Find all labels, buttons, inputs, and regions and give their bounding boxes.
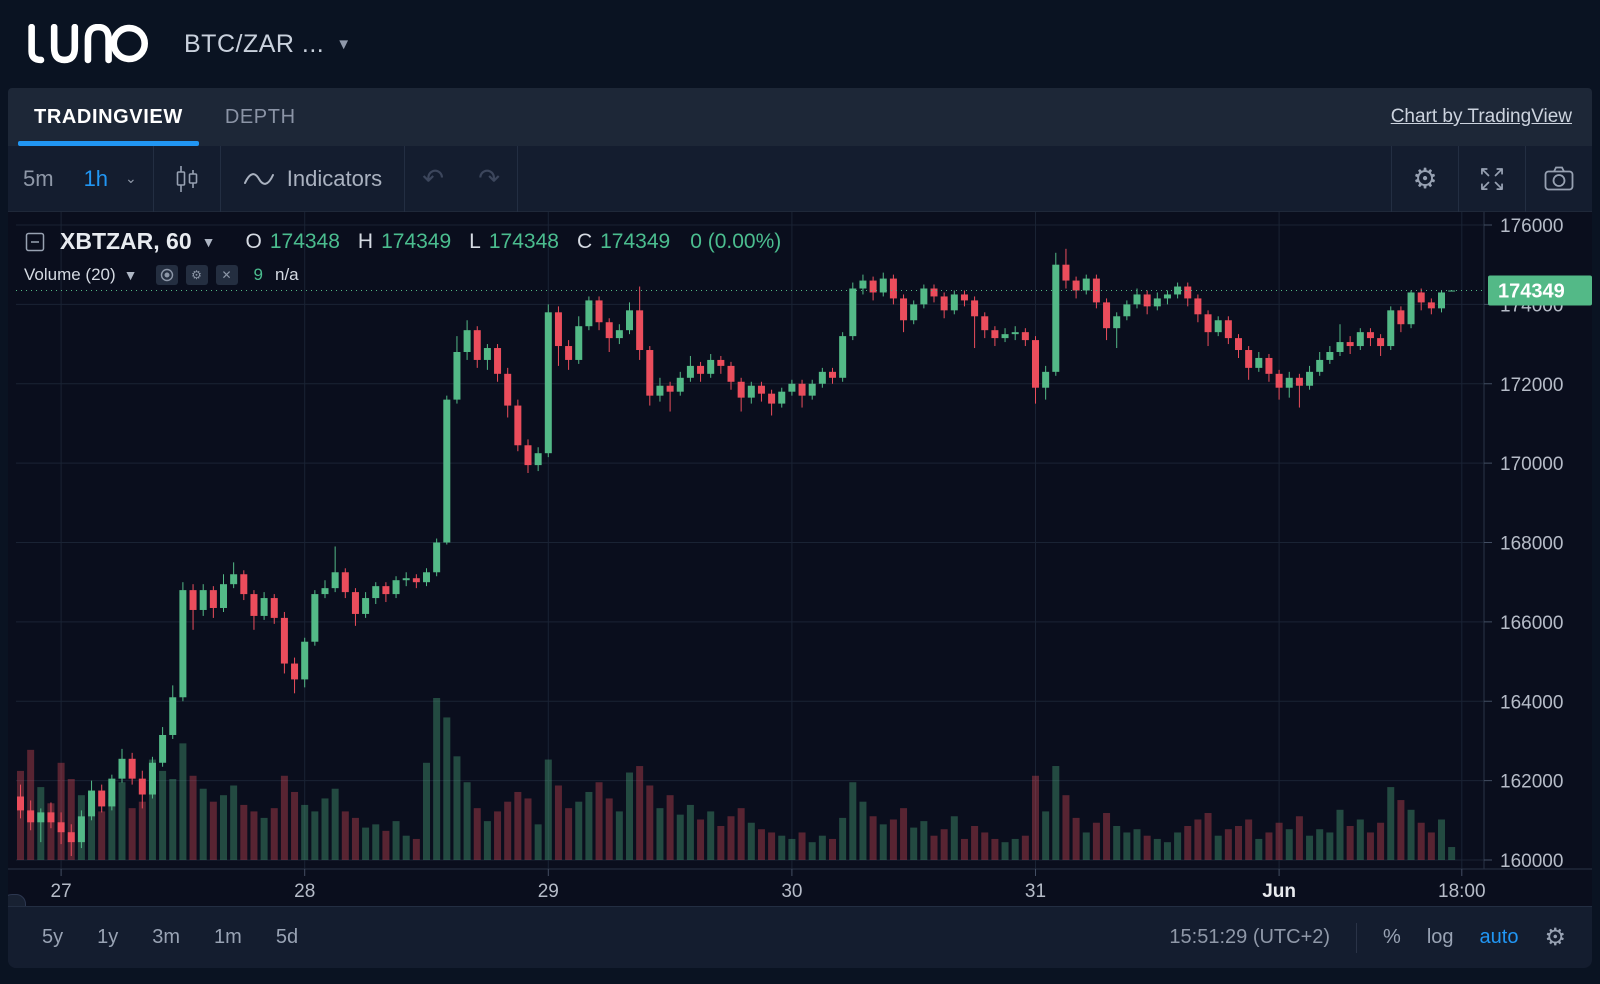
svg-text:160000: 160000 [1500,851,1563,872]
ohlc-readout: O 174348 H 174349 L 174348 C 174349 0 (0… [236,230,782,254]
interval-1h-button[interactable]: 1h [83,165,109,191]
app-header: BTC/ZAR ... ▼ [0,0,1600,88]
toolbar-divider [1458,145,1459,212]
chart-area: 176000 174000 172000 170000 168000 166000 1640… [8,212,1592,968]
tab-bar: TRADINGVIEW DEPTH Chart by TradingView [8,88,1592,146]
range-5d-button[interactable]: 5d [275,926,299,948]
toolbar-divider [152,145,154,212]
toolbar-divider [219,145,221,212]
indicators-button[interactable]: Indicators [221,146,404,212]
svg-text:172000: 172000 [1500,375,1563,396]
bottom-bar-divider [1356,922,1358,953]
low-label: L [469,229,481,253]
svg-text:31: 31 [1025,881,1046,902]
toolbar-divider [517,145,519,212]
auto-scale-button[interactable]: auto [1479,926,1519,948]
svg-text:170000: 170000 [1500,454,1563,475]
tab-tradingview[interactable]: TRADINGVIEW [18,88,199,146]
chevron-down-icon: ▼ [336,35,352,53]
volume-legend-row: Volume (20) ▼ ⚙ ✕ 9 n/a [24,265,781,285]
pair-label: BTC/ZAR ... [184,29,325,58]
range-5y-button[interactable]: 5y [42,926,64,948]
chart-bottom-bar: 5y 1y 3m 1m 5d 15:51:29 (UTC+2) % log au… [8,906,1592,968]
toolbar-divider [1525,145,1526,212]
bottom-right-group: 15:51:29 (UTC+2) % log auto ⚙ [1169,922,1566,953]
open-label: O [245,229,262,253]
chart-panel: TRADINGVIEW DEPTH Chart by TradingView 5… [8,88,1592,968]
svg-text:28: 28 [294,881,315,902]
svg-text:Jun: Jun [1262,881,1296,902]
fullscreen-button[interactable] [1459,146,1525,212]
range-selector: 5y 1y 3m 1m 5d [42,926,298,949]
pair-selector[interactable]: BTC/ZAR ... ▼ [184,30,351,59]
redo-icon: ↷ [478,163,501,193]
gear-icon: ⚙ [1412,163,1438,194]
collapse-legend-icon[interactable] [24,231,46,253]
symbol-title[interactable]: XBTZAR, 60 [60,228,192,254]
undo-button[interactable]: ↶ [405,163,461,194]
log-scale-button[interactable]: log [1426,926,1454,948]
toolbar-divider [404,145,406,212]
open-value: 174348 [269,229,340,253]
svg-text:18:00: 18:00 [1438,881,1486,902]
eye-icon [160,268,173,282]
volume-study-label[interactable]: Volume (20) [24,265,116,284]
svg-text:29: 29 [538,881,559,902]
gear-icon[interactable]: ⚙ [1544,924,1566,951]
undo-icon: ↶ [422,163,445,193]
svg-text:27: 27 [51,881,72,902]
svg-text:30: 30 [781,881,802,902]
candlestick-icon [176,165,198,192]
close-value: 174349 [600,229,671,253]
chart-style-button[interactable] [154,146,220,212]
svg-text:162000: 162000 [1500,772,1563,793]
volume-remove-button[interactable]: ✕ [215,265,238,285]
chart-toolbar: 5m 1h ⌄ Indicators ↶ ↷ [8,145,1592,212]
chart-settings-button[interactable]: ⚙ [1392,146,1458,212]
range-1m-button[interactable]: 1m [214,926,242,948]
symbol-legend-row: XBTZAR, 60 ▼ O 174348 H 174349 L 174348 … [24,228,781,255]
luno-logo [28,24,148,64]
camera-icon [1544,166,1574,190]
volume-current-value: 9 [253,265,263,284]
interval-group: 5m 1h ⌄ [8,146,153,212]
svg-text:166000: 166000 [1500,613,1563,634]
fullscreen-icon [1481,167,1503,190]
low-value: 174348 [488,229,559,253]
volume-dropdown-chevron-icon[interactable]: ▼ [123,267,138,283]
high-value: 174349 [381,229,452,253]
clock-readout[interactable]: 15:51:29 (UTC+2) [1169,926,1331,948]
tradingview-attribution-link[interactable]: Chart by TradingView [1390,106,1572,127]
svg-text:176000: 176000 [1500,216,1563,237]
snapshot-button[interactable] [1526,146,1592,212]
toolbar-divider [1391,145,1392,212]
range-3m-button[interactable]: 3m [152,926,181,948]
interval-5m-button[interactable]: 5m [23,165,54,191]
change-value: 0 (0.00%) [690,229,782,253]
wave-icon [243,172,274,185]
close-label: C [576,229,593,253]
svg-text:164000: 164000 [1500,692,1563,713]
percent-scale-button[interactable]: % [1383,926,1401,948]
active-tab-underline [18,141,199,146]
price-chart-canvas[interactable]: 1760001740001720001700001680001660001640… [8,212,1592,906]
high-label: H [357,229,374,253]
volume-visibility-button[interactable] [155,265,178,285]
close-icon: ✕ [221,268,232,282]
redo-button[interactable]: ↷ [461,163,517,194]
gear-icon: ⚙ [191,268,202,282]
range-1y-button[interactable]: 1y [97,926,119,948]
volume-ma-value: n/a [275,265,299,284]
chart-legend: XBTZAR, 60 ▼ O 174348 H 174349 L 174348 … [24,228,781,285]
volume-settings-button[interactable]: ⚙ [185,265,208,285]
tab-depth[interactable]: DEPTH [224,105,296,128]
svg-text:168000: 168000 [1500,534,1563,555]
symbol-dropdown-chevron-icon[interactable]: ▼ [201,233,216,250]
svg-text:174349: 174349 [1498,281,1565,303]
interval-dropdown-chevron-icon[interactable]: ⌄ [125,170,137,186]
toolbar-right-group: ⚙ [1391,145,1592,212]
